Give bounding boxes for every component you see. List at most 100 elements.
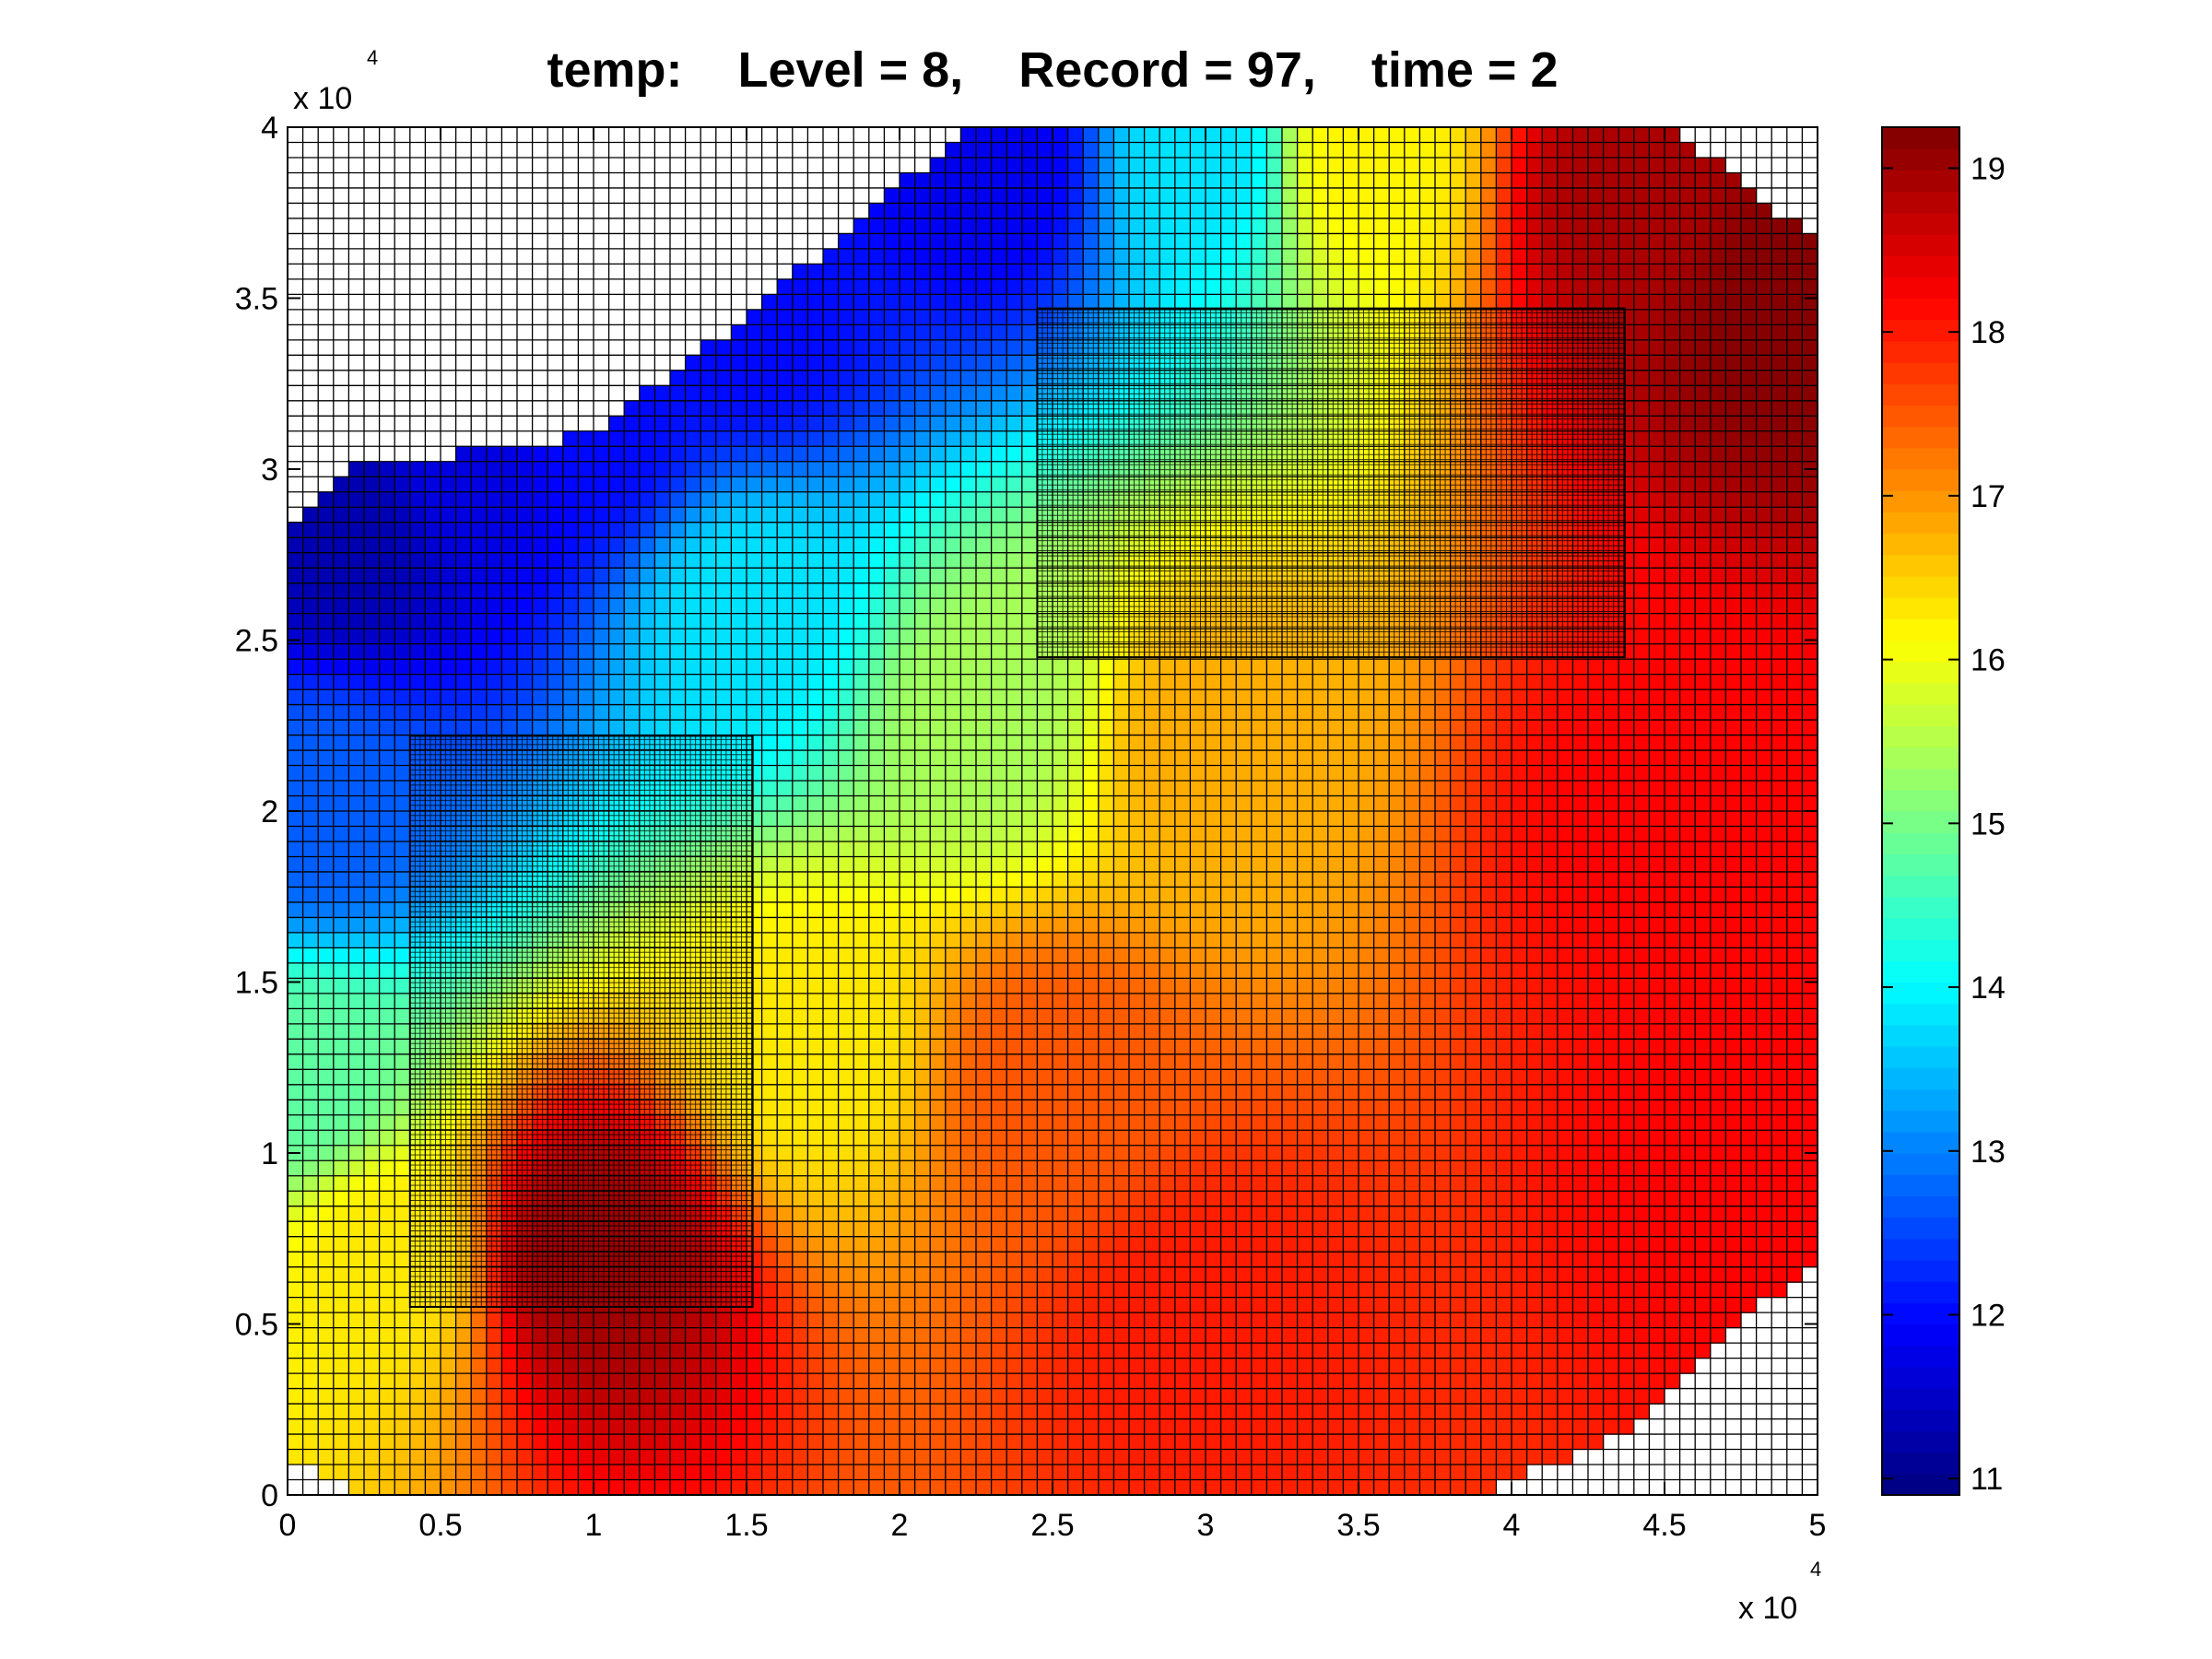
temperature-cell	[914, 339, 931, 356]
temperature-cell	[914, 1008, 931, 1025]
temperature-cell	[1083, 1373, 1100, 1390]
temperature-cell	[807, 1130, 824, 1147]
temperature-cell	[1098, 1114, 1114, 1131]
temperature-cell	[884, 264, 900, 280]
temperature-cell	[1006, 1404, 1023, 1420]
temperature-cell	[409, 659, 426, 676]
temperature-cell	[700, 1266, 717, 1283]
temperature-cell	[1037, 1175, 1053, 1192]
temperature-cell	[823, 1418, 840, 1435]
temperature-cell	[792, 795, 808, 812]
temperature-cell	[991, 856, 1007, 873]
temperature-cell	[1067, 1221, 1084, 1238]
temperature-cell	[1251, 1175, 1267, 1192]
temperature-cell	[348, 1312, 365, 1329]
temperature-cell	[1190, 218, 1206, 235]
temperature-cell	[945, 781, 961, 797]
temperature-cell	[731, 461, 747, 477]
temperature-cell	[960, 689, 977, 706]
temperature-cell	[1129, 203, 1146, 219]
temperature-cell	[1236, 1388, 1253, 1405]
temperature-cell	[761, 324, 778, 341]
temperature-cell	[868, 385, 885, 402]
temperature-cell	[853, 1449, 870, 1465]
temperature-cell	[700, 416, 717, 432]
temperature-cell	[471, 1343, 488, 1359]
temperature-cell	[394, 1388, 411, 1405]
temperature-cell	[976, 781, 993, 797]
temperature-cell	[364, 1145, 381, 1161]
temperature-cell	[1206, 1100, 1222, 1116]
temperature-cell	[318, 1465, 335, 1481]
temperature-cell	[823, 1023, 840, 1040]
temperature-cell	[302, 1236, 319, 1253]
temperature-cell	[1144, 1373, 1160, 1390]
temperature-cell	[930, 1327, 947, 1344]
temperature-cell	[700, 430, 717, 447]
temperature-cell	[670, 1206, 687, 1222]
temperature-cell	[1021, 522, 1038, 538]
temperature-cell	[731, 1069, 747, 1086]
temperature-cell	[425, 795, 441, 812]
temperature-cell	[868, 339, 885, 356]
temperature-cell	[547, 1282, 564, 1299]
temperature-cell	[777, 294, 794, 311]
temperature-cell	[441, 1266, 457, 1283]
temperature-cell	[960, 1100, 977, 1116]
temperature-cell	[288, 932, 304, 948]
temperature-cell	[288, 841, 304, 858]
temperature-cell	[594, 507, 610, 524]
temperature-cell	[608, 689, 625, 706]
temperature-cell	[960, 917, 977, 934]
temperature-cell	[1190, 689, 1206, 706]
temperature-cell	[807, 324, 824, 341]
temperature-cell	[747, 1404, 763, 1420]
temperature-cell	[302, 1418, 319, 1435]
temperature-cell	[1190, 1449, 1206, 1465]
temperature-cell	[333, 811, 349, 828]
temperature-cell	[1159, 142, 1176, 159]
temperature-cell	[1113, 1404, 1130, 1420]
temperature-cell	[1006, 1160, 1023, 1177]
temperature-cell	[409, 1206, 426, 1222]
temperature-cell	[914, 507, 931, 524]
temperature-cell	[1251, 1160, 1267, 1177]
temperature-cell	[1053, 1449, 1069, 1465]
temperature-cell	[700, 1479, 717, 1495]
temperature-cell	[1236, 142, 1253, 159]
temperature-cell	[394, 1053, 411, 1070]
temperature-cell	[1251, 1449, 1267, 1465]
temperature-cell	[288, 537, 304, 554]
temperature-cell	[532, 917, 548, 934]
temperature-cell	[608, 1175, 625, 1192]
temperature-cell	[1251, 1266, 1267, 1283]
temperature-cell	[792, 826, 808, 842]
temperature-cell	[777, 1449, 794, 1465]
temperature-cell	[670, 1160, 687, 1177]
temperature-cell	[1236, 1479, 1253, 1495]
temperature-cell	[761, 826, 778, 842]
temperature-cell	[1206, 1145, 1222, 1161]
temperature-cell	[425, 826, 441, 842]
temperature-cell	[501, 1145, 518, 1161]
temperature-cell	[1144, 917, 1160, 934]
temperature-cell	[333, 1449, 349, 1465]
temperature-cell	[1067, 932, 1084, 948]
temperature-cell	[914, 962, 931, 979]
temperature-cell	[1067, 203, 1084, 219]
temperature-cell	[945, 1130, 961, 1147]
temperature-cell	[455, 1434, 472, 1451]
temperature-cell	[960, 461, 977, 477]
temperature-cell	[976, 1297, 993, 1313]
temperature-cell	[455, 537, 472, 554]
temperature-cell	[608, 1053, 625, 1070]
temperature-cell	[1021, 993, 1038, 1009]
temperature-cell	[517, 1175, 534, 1192]
temperature-cell	[838, 1039, 854, 1055]
temperature-cell	[1006, 1175, 1023, 1192]
temperature-cell	[654, 1175, 671, 1192]
temperature-cell	[547, 491, 564, 508]
temperature-cell	[868, 1465, 885, 1481]
temperature-cell	[501, 689, 518, 706]
temperature-cell	[914, 1191, 931, 1207]
